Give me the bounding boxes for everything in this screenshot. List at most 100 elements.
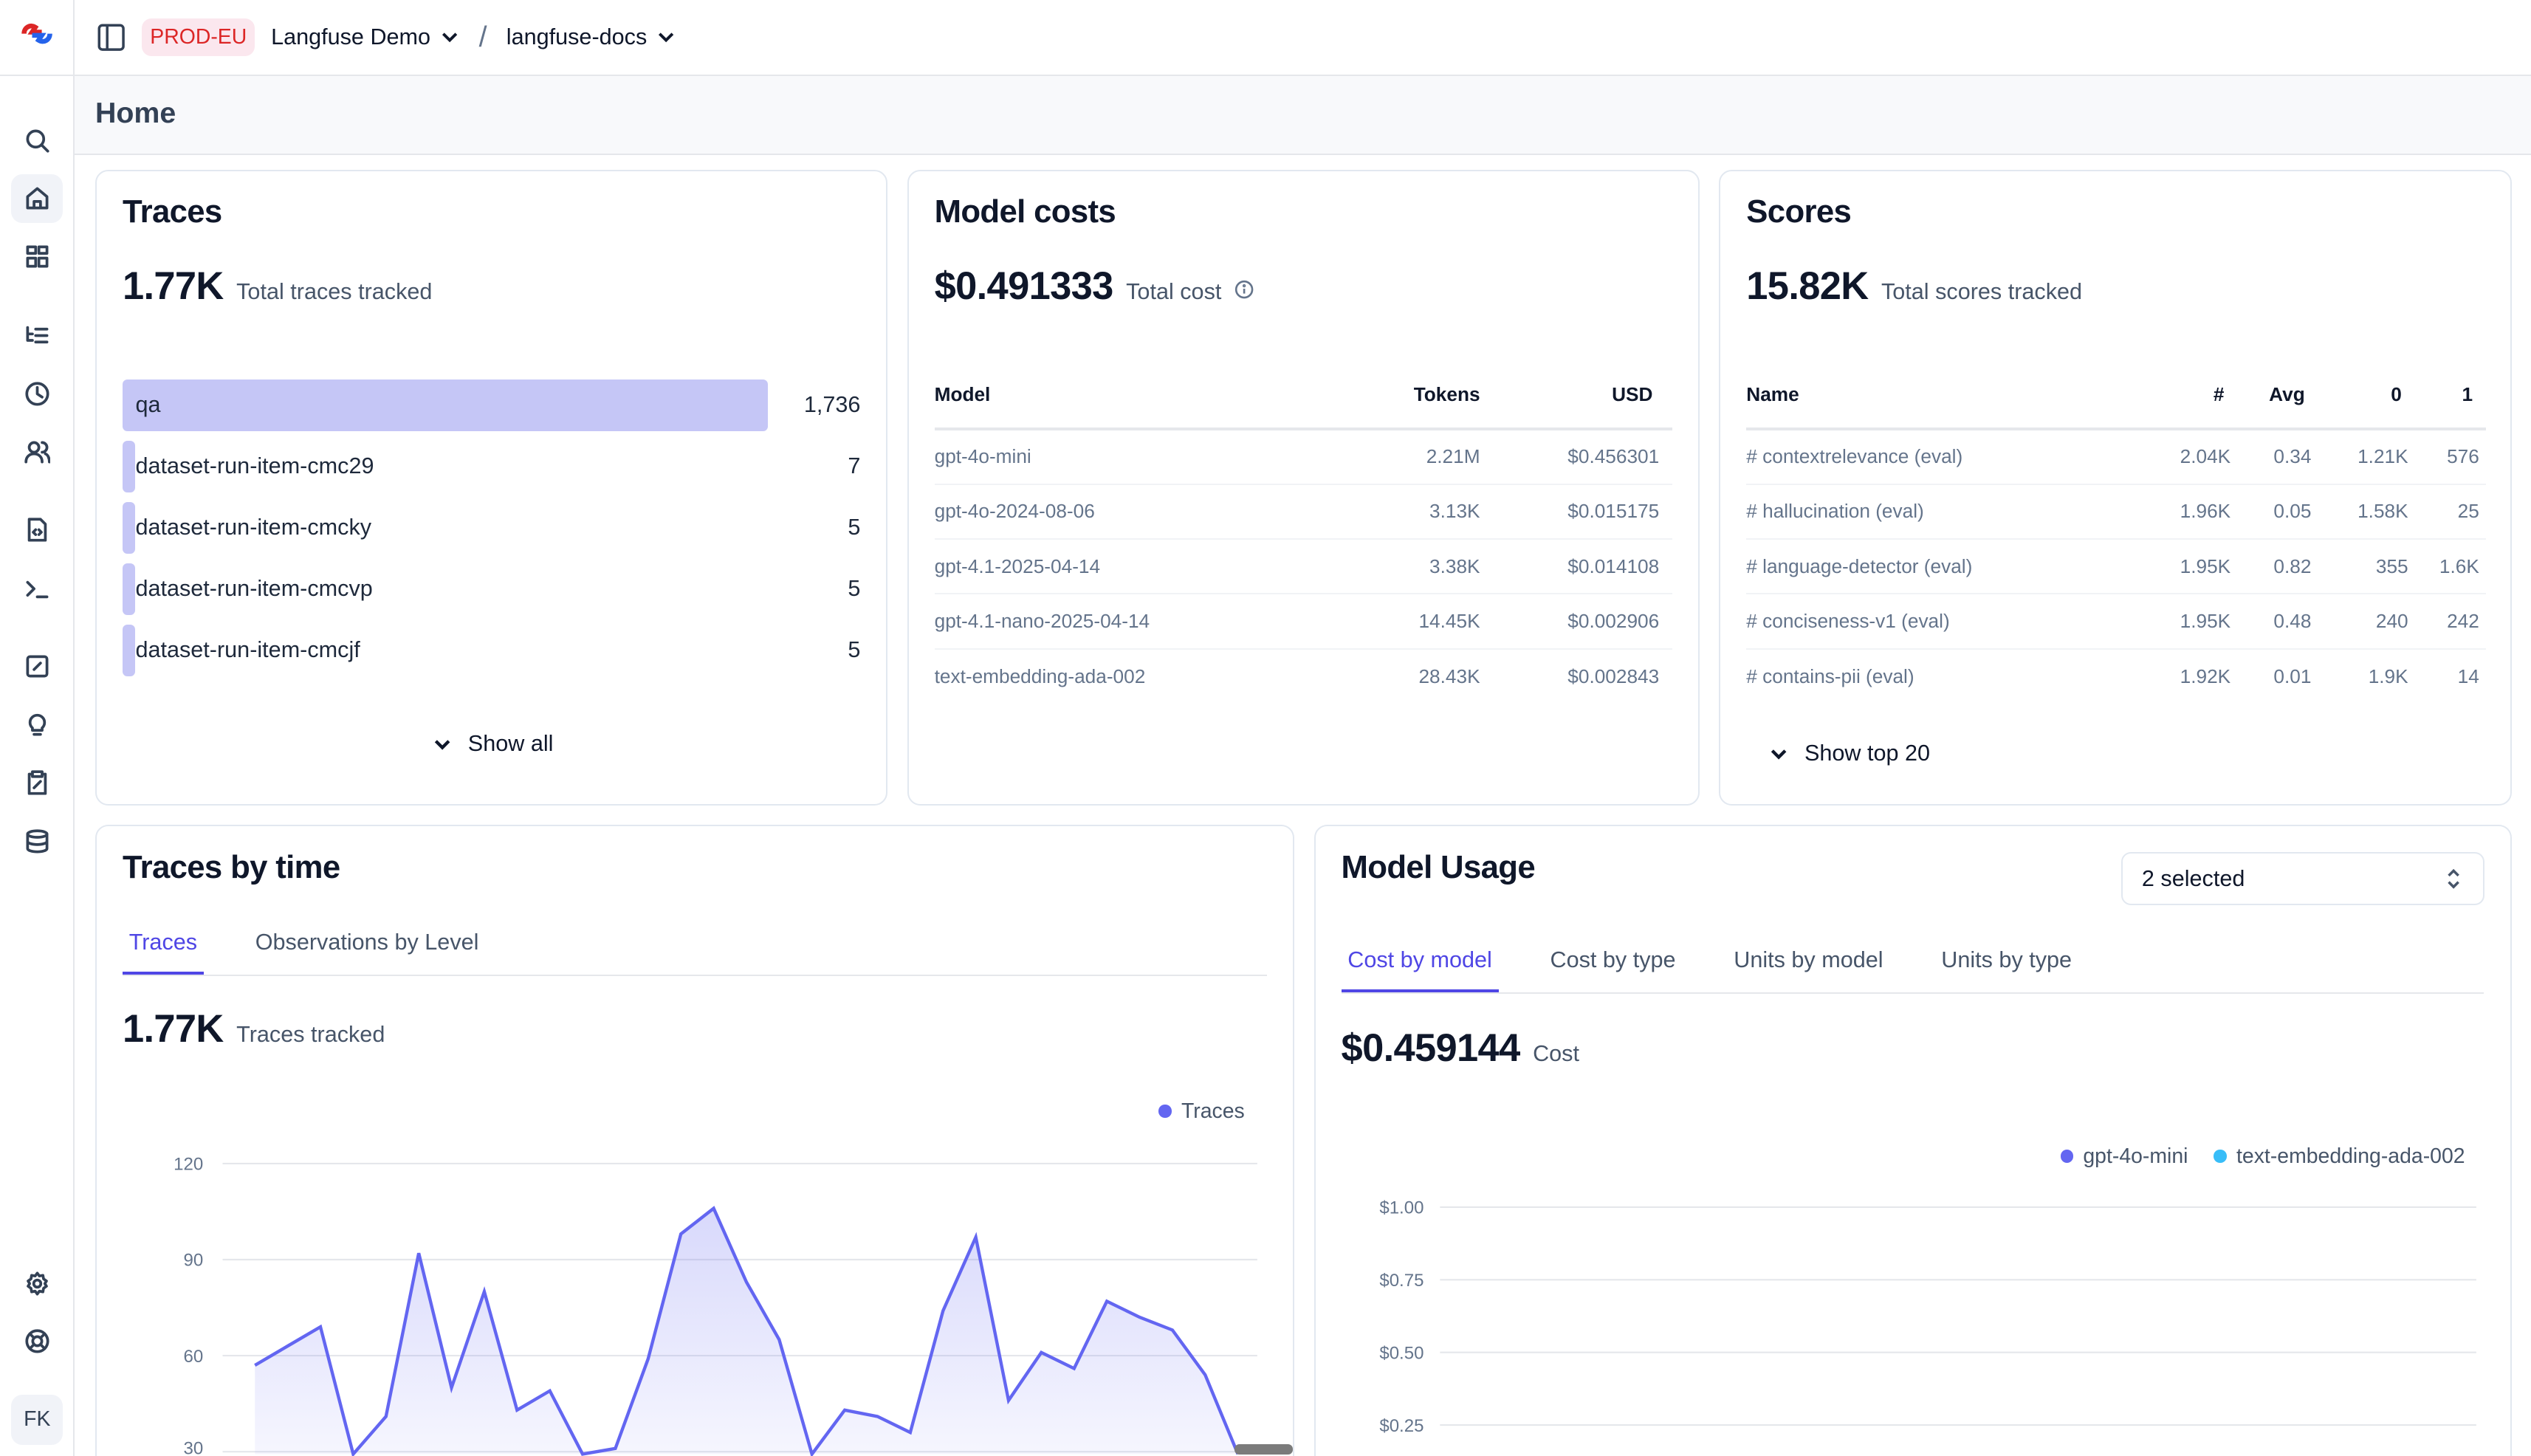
table-row[interactable]: # contains-pii (eval) 1.92K 0.01 1.9K 14 [1746, 649, 2485, 704]
sidebar-item-home[interactable] [11, 174, 63, 223]
score-name: # conciseness-v1 (eval) [1746, 594, 2134, 650]
y-tick-label: 120 [174, 1155, 203, 1175]
table-row[interactable]: # contextrelevance (eval) 2.04K 0.34 1.21K 5… [1746, 429, 2486, 485]
tab-units-by-type[interactable]: Units by type [1941, 947, 2072, 973]
table-row[interactable]: # language-detector (eval) 1.95K 0.82 355 1.… [1746, 538, 2486, 595]
sidebar-item-lifebuoy[interactable] [11, 1317, 63, 1366]
score-one: 25 [2408, 484, 2486, 540]
legend-label: Traces [1181, 1099, 1245, 1123]
table-row[interactable]: gpt-4o-mini 2.21M $0.456301 [934, 429, 1672, 485]
top-bar: PROD-EU Langfuse Demo / langfuse-docs [74, 0, 2531, 76]
card-title: Model Usage [1341, 848, 1536, 885]
table-row[interactable]: # hallucination (eval) 1.96K 0.05 1.58K 25 [1746, 484, 2486, 540]
trace-count: 5 [848, 515, 861, 540]
trace-name-row[interactable]: qa 1,736 [122, 379, 860, 431]
table-row[interactable]: gpt-4o-2024-08-06 3.13K $0.015175 [934, 484, 1672, 540]
legend-item-traces[interactable]: Traces [1158, 1099, 1245, 1124]
sidebar-item-users[interactable] [11, 427, 63, 476]
col-zero: 0 [2311, 374, 2408, 431]
table-row[interactable]: text-embedding-ada-002 28.43K $0.002843 [935, 649, 1672, 704]
total-scores: 15.82K [1746, 265, 1869, 309]
info-icon[interactable] [1234, 280, 1254, 299]
chevron-down-icon [659, 32, 674, 43]
sidebar-item-clock[interactable] [11, 370, 63, 419]
settings-icon [26, 1271, 48, 1296]
legend-item-text-embedding-ada-002[interactable]: text-embedding-ada-002 [2214, 1144, 2465, 1169]
card-title: Scores [1746, 193, 1852, 230]
user-avatar[interactable]: FK [11, 1394, 63, 1445]
score-count: 1.96K [2133, 484, 2231, 540]
trace-name-row[interactable]: dataset-run-item-cmcjf 5 [122, 624, 860, 676]
tokens: 2.21M [1292, 429, 1487, 485]
model-select[interactable]: 2 selected [2120, 852, 2484, 906]
traces-tracked-label: Traces tracked [236, 1022, 385, 1047]
show-top-label: Show top 20 [1804, 741, 1931, 766]
sidebar-item-file-code[interactable] [11, 505, 63, 554]
model-name: gpt-4.1-2025-04-14 [934, 538, 1293, 595]
col-tokens: Tokens [1292, 374, 1487, 431]
chart-legend: gpt-4o-mini text-embedding-ada-002 [2060, 1144, 2465, 1169]
tab-units-by-model[interactable]: Units by model [1734, 947, 1883, 973]
file-code-icon [27, 517, 47, 542]
scores-card: Scores 15.82K Total scores tracked Name # A… [1719, 169, 2512, 806]
table-row[interactable]: gpt-4.1-nano-2025-04-14 14.45K $0.002906 [934, 594, 1672, 650]
sidebar-item-list-tree[interactable] [11, 312, 63, 360]
sidebar-item-lightbulb[interactable] [11, 701, 63, 749]
usd: $0.002843 [1567, 665, 1660, 687]
sidebar-item-database[interactable] [11, 817, 63, 865]
show-all-button[interactable]: Show all [433, 731, 553, 757]
legend-dot [2214, 1150, 2227, 1163]
trace-name-row[interactable]: dataset-run-item-cmcky 5 [122, 501, 861, 554]
score-avg: 0.05 [2230, 484, 2312, 540]
tab-traces[interactable]: Traces [122, 930, 204, 975]
sidebar-item-search[interactable] [11, 116, 63, 165]
score-zero: 1.58K [2311, 484, 2408, 540]
show-top-20-button[interactable]: Show top 20 [1769, 741, 1930, 766]
score-avg: 0.48 [2230, 594, 2312, 650]
tab-cost-by-model[interactable]: Cost by model [1341, 947, 1499, 992]
lifebuoy-icon [25, 1329, 49, 1353]
trace-count: 5 [848, 576, 861, 602]
tab-observations-by-level[interactable]: Observations by Level [255, 930, 479, 955]
score-count: 2.04K [2133, 429, 2231, 485]
sidebar-item-percent-square[interactable] [11, 642, 63, 691]
sidebar-toggle-icon[interactable] [97, 23, 126, 52]
table-row[interactable]: gpt-4.1-2025-04-14 3.38K $0.014108 [934, 538, 1672, 595]
total-cost: $0.491333 [934, 265, 1114, 309]
table-row[interactable]: # conciseness-v1 (eval) 1.95K 0.48 240 242 [1746, 594, 2486, 650]
model-costs-card: Model costs $0.491333 Total cost Model Tok… [907, 169, 1700, 806]
trace-name: qa [135, 392, 161, 418]
clipboard-pen-icon [27, 770, 47, 795]
traces-by-time-card: Traces by time Traces Observations by Le… [95, 825, 1295, 1456]
percent-square-icon [26, 655, 49, 678]
sidebar-item-dashboard[interactable] [11, 233, 63, 281]
y-tick-label: $0.75 [1379, 1271, 1424, 1291]
model-usage-tabs: Cost by model Cost by type Units by mode… [1341, 947, 2484, 994]
model-usage-chart: $1.00 $0.75 $0.50 $0.25 [1379, 1198, 2476, 1436]
tab-cost-by-type[interactable]: Cost by type [1550, 947, 1676, 973]
project-switcher[interactable]: langfuse-docs [506, 24, 676, 50]
sidebar-item-clipboard-pen[interactable] [11, 759, 63, 808]
score-name: # hallucination (eval) [1746, 484, 2134, 540]
chevron-down-icon [1771, 749, 1787, 760]
total-traces-label: Total traces tracked [236, 279, 433, 305]
col-usd: USD [1486, 374, 1672, 431]
bar-fill [122, 624, 136, 676]
trace-name-row[interactable]: dataset-run-item-cmcvp 5 [122, 563, 861, 615]
sidebar-item-terminal[interactable] [11, 565, 63, 614]
horizontal-scrollbar[interactable] [1234, 1444, 1293, 1455]
model-name: text-embedding-ada-002 [934, 665, 1146, 687]
col-count: # [2133, 374, 2231, 431]
organization-switcher[interactable]: Langfuse Demo [271, 24, 459, 50]
sidebar-item-settings[interactable] [11, 1259, 63, 1308]
legend-item-gpt-4o-mini[interactable]: gpt-4o-mini [2060, 1144, 2188, 1169]
trace-name-row[interactable]: dataset-run-item-cmc29 7 [122, 440, 860, 492]
score-one: 242 [2408, 594, 2486, 650]
langfuse-logo[interactable] [19, 19, 55, 48]
legend-dot [1158, 1105, 1172, 1118]
col-name: Name [1746, 374, 2134, 431]
trace-name: dataset-run-item-cmcky [135, 515, 372, 540]
score-name: # contextrelevance (eval) [1746, 429, 2134, 485]
sidebar: FK [0, 0, 75, 1456]
